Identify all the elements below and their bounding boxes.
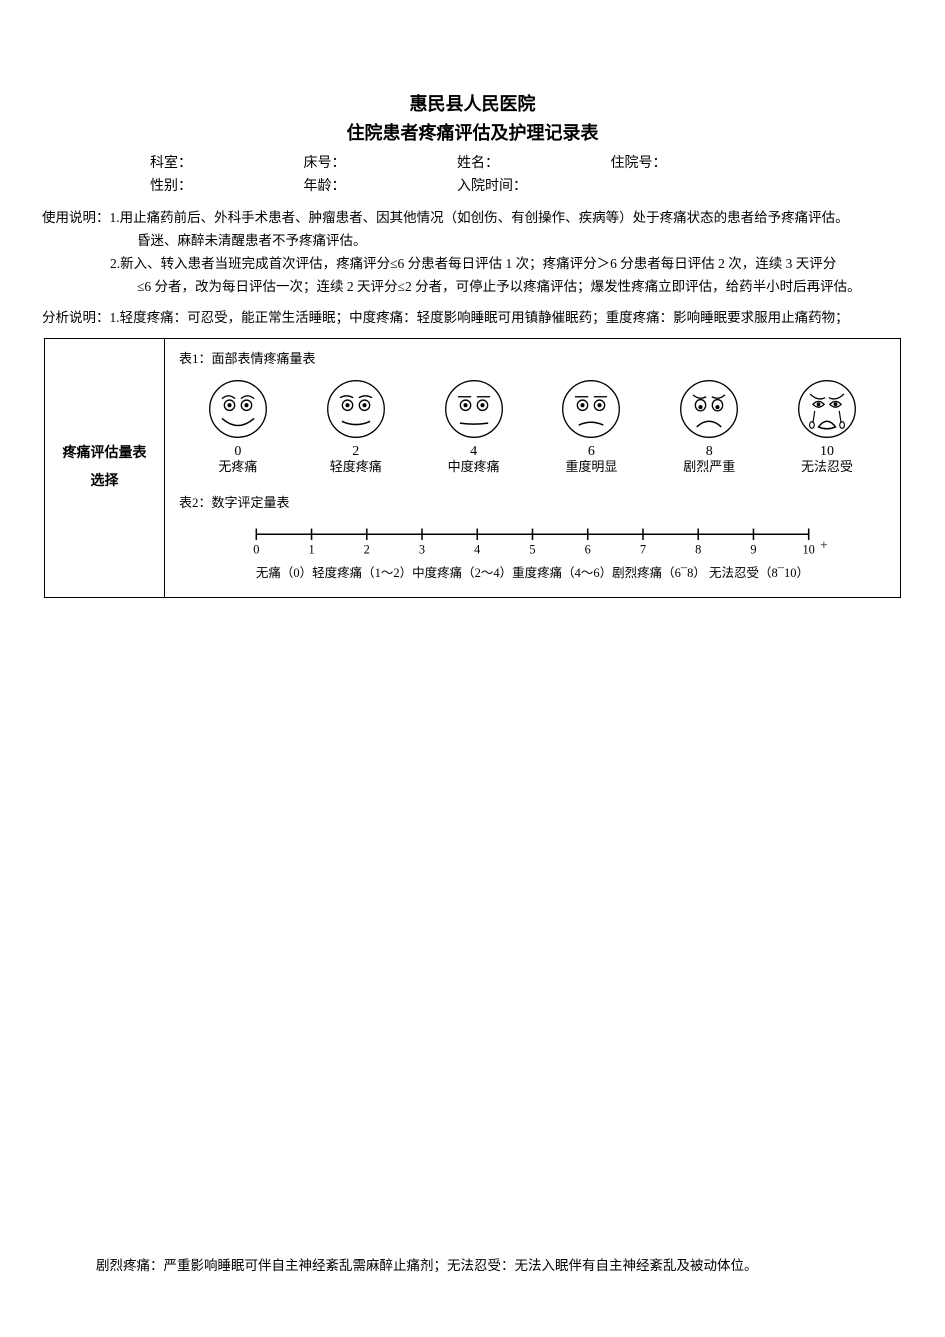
face-col-4: 4 中度疼痛: [417, 376, 530, 475]
face-col-10: 10 无法忍受: [771, 376, 884, 475]
analysis-prefix: 分析说明：: [42, 310, 110, 325]
sex-label: 性别：: [150, 175, 300, 199]
analysis-item-1: 1.轻度疼痛：可忍受，能正常生活睡眠；中度疼痛：轻度影响睡眠可用镇静催眠药；重度…: [110, 310, 849, 325]
svg-text:3: 3: [419, 543, 425, 557]
dept-label: 科室：: [150, 152, 300, 176]
svg-text:1: 1: [308, 543, 314, 557]
face-num-6: 6: [588, 444, 595, 459]
svg-text:0: 0: [253, 543, 259, 557]
face-num-10: 10: [820, 444, 834, 459]
usage-prefix: 使用说明：: [42, 210, 110, 225]
svg-text:9: 9: [750, 543, 756, 557]
bottom-note: 剧烈疼痛：严重影响睡眠可伴自主神经紊乱需麻醉止痛剂；无法忍受：无法入眠伴有自主神…: [40, 1255, 905, 1277]
face-icon-6: [558, 376, 624, 442]
face-icon-4: [441, 376, 507, 442]
face-col-6: 6 重度明显: [535, 376, 648, 475]
hospital-name: 惠民县人民医院: [40, 90, 905, 119]
side-label-line-2: 选择: [91, 471, 119, 493]
patient-info-row-2: 性别： 年龄： 入院时间：: [40, 175, 905, 199]
face-icon-2: [323, 376, 389, 442]
face-num-0: 0: [234, 444, 241, 459]
table2-label: 表2：数字评定量表: [179, 493, 886, 514]
svg-text:5: 5: [529, 543, 535, 557]
face-lab-4: 中度疼痛: [448, 459, 500, 475]
side-label-line-1: 疼痛评估量表: [63, 443, 147, 465]
patient-info-row-1: 科室： 床号： 姓名： 住院号：: [40, 152, 905, 176]
faces-row: 0 无疼痛 2 轻度疼痛: [179, 376, 886, 475]
face-icon-8: [676, 376, 742, 442]
face-lab-6: 重度明显: [565, 459, 617, 475]
face-icon-0: [205, 376, 271, 442]
bed-label: 床号：: [304, 152, 454, 176]
ruler-end-plus: +: [820, 538, 828, 553]
face-num-4: 4: [470, 444, 477, 459]
table1-label: 表1：面部表情疼痛量表: [179, 349, 886, 370]
ruler-caption: 无痛（0）轻度疼痛（1～2）中度疼痛（2～4）重度疼痛（4～6）剧烈疼痛（6¯8…: [179, 563, 886, 583]
face-lab-8: 剧烈严重: [683, 459, 735, 475]
admit-time-label: 入院时间：: [457, 175, 527, 199]
svg-text:6: 6: [585, 543, 591, 557]
usage-item-1b: 昏迷、麻醉未清醒患者不予疼痛评估。: [42, 230, 903, 253]
scale-box-side-label: 疼痛评估量表 选择: [45, 339, 165, 598]
age-label: 年龄：: [304, 175, 454, 199]
usage-item-2: 2.新入、转入患者当班完成首次评估，疼痛评分≤6 分患者每日评估 1 次；疼痛评…: [110, 256, 836, 271]
numeric-ruler: 0 1 2 3 4 5 6 7 8 9 10 +: [179, 519, 886, 559]
usage-item-1: 1.用止痛药前后、外科手术患者、肿瘤患者、因其他情况（如创伤、有创操作、疾病等）…: [110, 210, 849, 225]
face-lab-10: 无法忍受: [801, 459, 853, 475]
svg-text:8: 8: [695, 543, 701, 557]
face-num-8: 8: [706, 444, 713, 459]
pain-scale-box: 疼痛评估量表 选择 表1：面部表情疼痛量表: [44, 338, 901, 599]
inpatient-no-label: 住院号：: [611, 152, 667, 176]
face-lab-0: 无疼痛: [218, 459, 257, 475]
svg-text:10: 10: [803, 543, 815, 557]
svg-text:7: 7: [640, 543, 646, 557]
form-title: 住院患者疼痛评估及护理记录表: [40, 119, 905, 148]
name-label: 姓名：: [457, 152, 607, 176]
face-num-2: 2: [352, 444, 359, 459]
face-icon-10: [794, 376, 860, 442]
face-lab-2: 轻度疼痛: [330, 459, 382, 475]
face-col-8: 8 剧烈严重: [653, 376, 766, 475]
svg-text:2: 2: [364, 543, 370, 557]
face-col-0: 0 无疼痛: [181, 376, 294, 475]
svg-text:4: 4: [474, 543, 480, 557]
usage-instructions: 使用说明：1.用止痛药前后、外科手术患者、肿瘤患者、因其他情况（如创伤、有创操作…: [40, 207, 905, 299]
usage-item-2b: ≤6 分者，改为每日评估一次；连续 2 天评分≤2 分者，可停止予以疼痛评估；爆…: [42, 276, 903, 299]
face-col-2: 2 轻度疼痛: [299, 376, 412, 475]
analysis-instructions: 分析说明：1.轻度疼痛：可忍受，能正常生活睡眠；中度疼痛：轻度影响睡眠可用镇静催…: [40, 307, 905, 330]
